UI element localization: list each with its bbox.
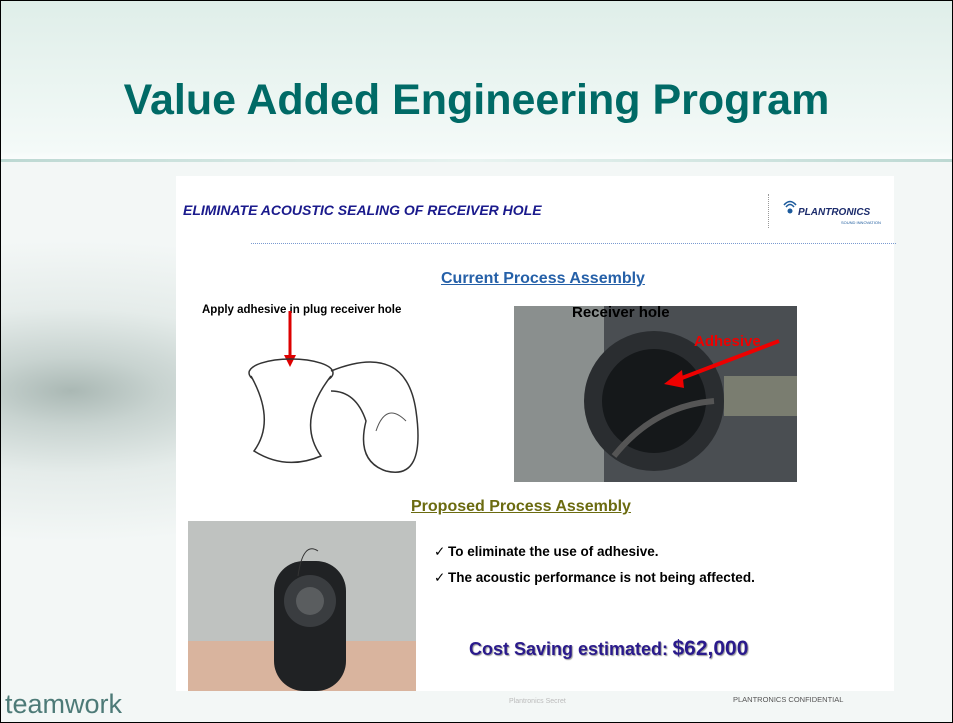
divider (1, 159, 952, 162)
bullet-list: ✓To eliminate the use of adhesive.✓The a… (434, 539, 755, 591)
current-heading: Current Process Assembly (441, 270, 645, 288)
photo-label: Receiver hole (572, 304, 670, 321)
logo-divider (768, 194, 770, 228)
bullet-text: The acoustic performance is not being af… (448, 570, 755, 585)
logo-tagline: SOUND INNOVATION (841, 220, 881, 225)
slide: Value Added Engineering Program ELIMINAT… (0, 0, 953, 723)
bullet: ✓The acoustic performance is not being a… (434, 565, 755, 591)
check-mark: ✓ (434, 565, 445, 591)
panel-heading: ELIMINATE ACOUSTIC SEALING OF RECEIVER H… (183, 202, 542, 218)
proposed-photo (188, 521, 416, 691)
arrow-label: Adhesive (694, 333, 761, 350)
footer-left: Plantronics Secret (509, 698, 566, 705)
content-panel: ELIMINATE ACOUSTIC SEALING OF RECEIVER H… (176, 176, 894, 691)
footer-right: PLANTRONICS CONFIDENTIAL (733, 695, 843, 704)
bullet-text: To eliminate the use of adhesive. (448, 544, 659, 559)
corner-word: teamwork (5, 689, 122, 720)
slide-title: Value Added Engineering Program (1, 76, 952, 125)
logo-icon (782, 196, 798, 216)
saving-label: Cost Saving estimated: (469, 639, 668, 659)
check-mark: ✓ (434, 539, 445, 565)
headset-drawing (236, 311, 466, 486)
proposed-heading: Proposed Process Assembly (411, 498, 631, 516)
saving-amount: $62,000 (673, 637, 749, 660)
logo-name: PLANTRONICS (798, 207, 870, 218)
dotted-rule (251, 243, 896, 244)
bullet: ✓To eliminate the use of adhesive. (434, 539, 755, 565)
cost-saving: Cost Saving estimated: $62,000 (469, 637, 748, 661)
